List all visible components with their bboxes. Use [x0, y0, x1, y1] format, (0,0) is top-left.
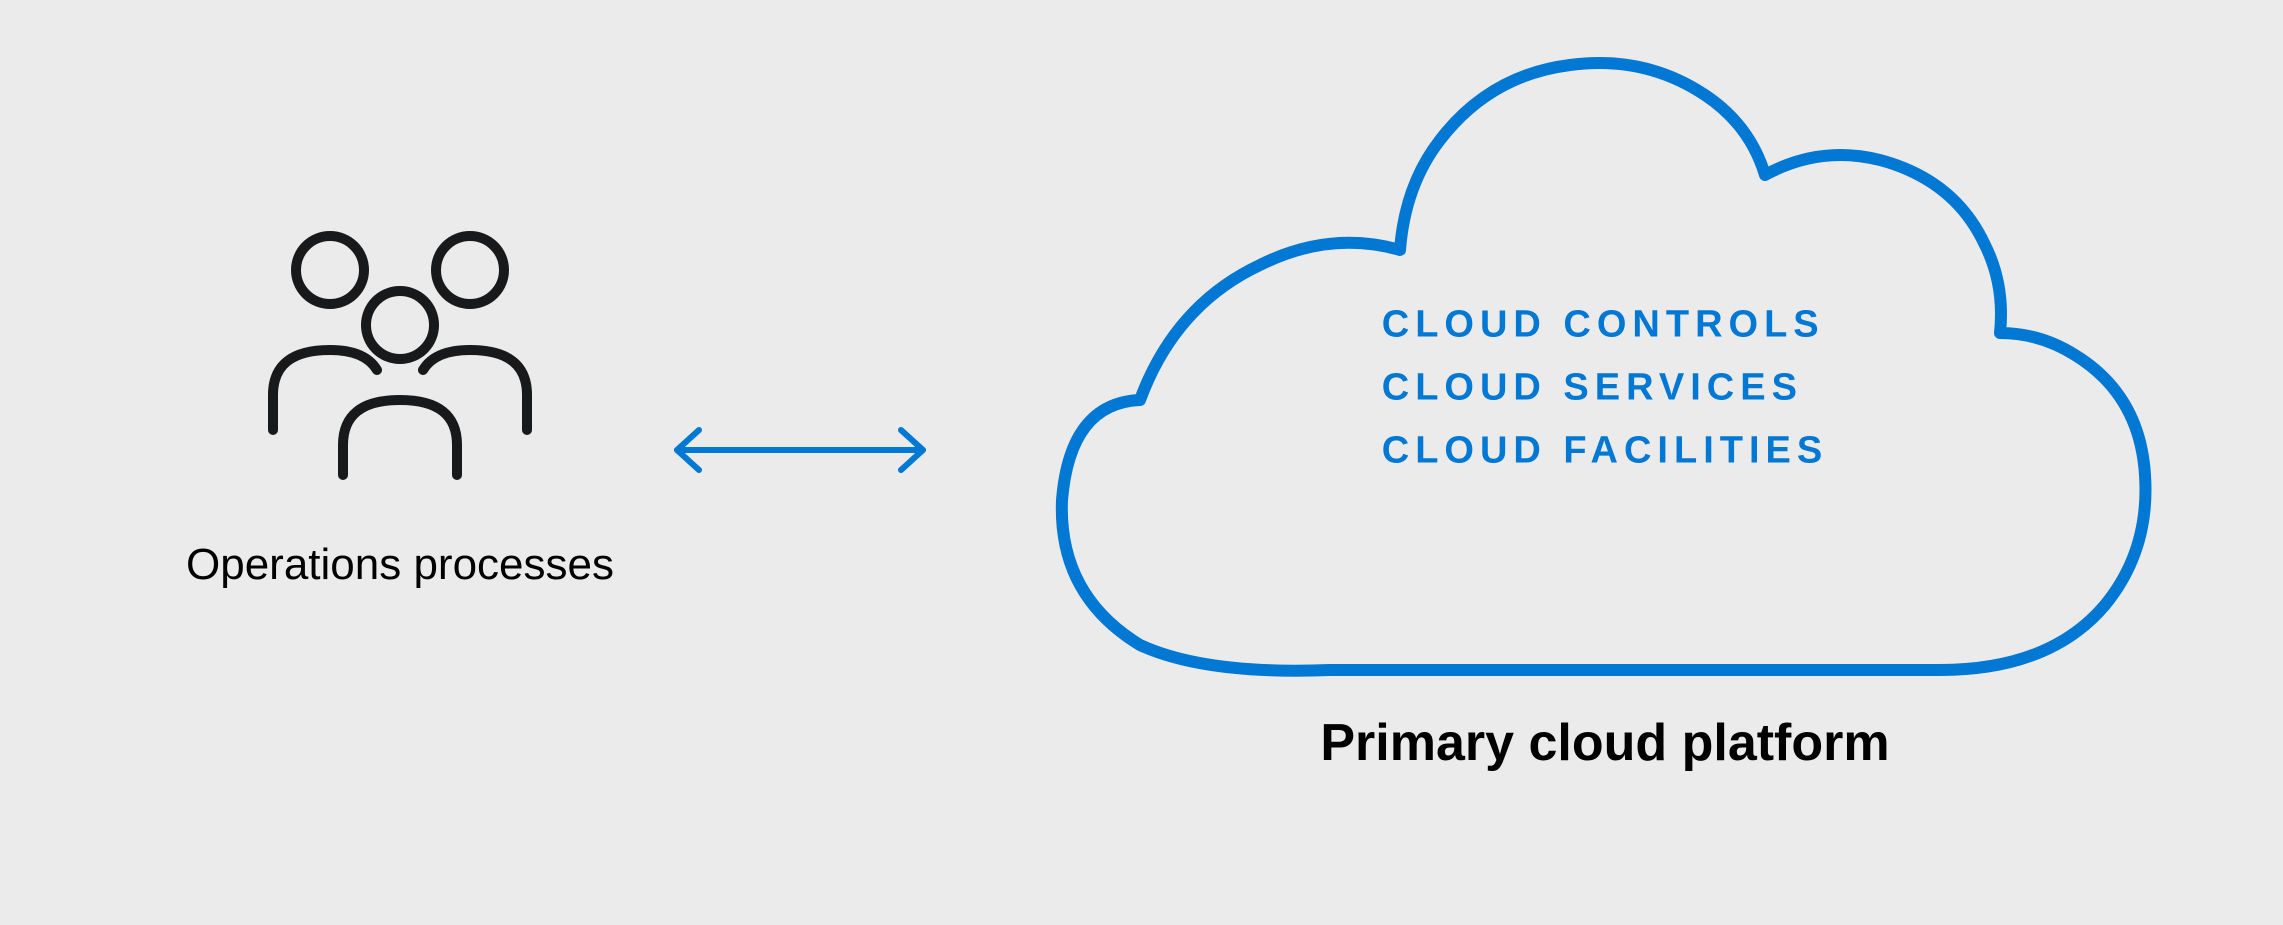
operations-node: Operations processes — [180, 220, 620, 590]
operations-label: Operations processes — [186, 540, 614, 590]
cloud-content-item: CLOUD SERVICES — [1382, 366, 1803, 409]
people-icon — [255, 220, 545, 480]
cloud-content-item: CLOUD CONTROLS — [1382, 303, 1825, 346]
cloud-platform-node: CLOUD CONTROLS CLOUD SERVICES CLOUD FACI… — [1050, 55, 2160, 773]
bidirectional-arrow-icon — [665, 420, 935, 480]
cloud-outline-icon: CLOUD CONTROLS CLOUD SERVICES CLOUD FACI… — [1050, 55, 2160, 695]
cloud-content-list: CLOUD CONTROLS CLOUD SERVICES CLOUD FACI… — [1382, 303, 1828, 472]
diagram-container: Operations processes CLOUD CONTROLS CLOU… — [0, 0, 2283, 925]
cloud-content-item: CLOUD FACILITIES — [1382, 429, 1828, 472]
primary-cloud-label: Primary cloud platform — [1320, 713, 1889, 773]
